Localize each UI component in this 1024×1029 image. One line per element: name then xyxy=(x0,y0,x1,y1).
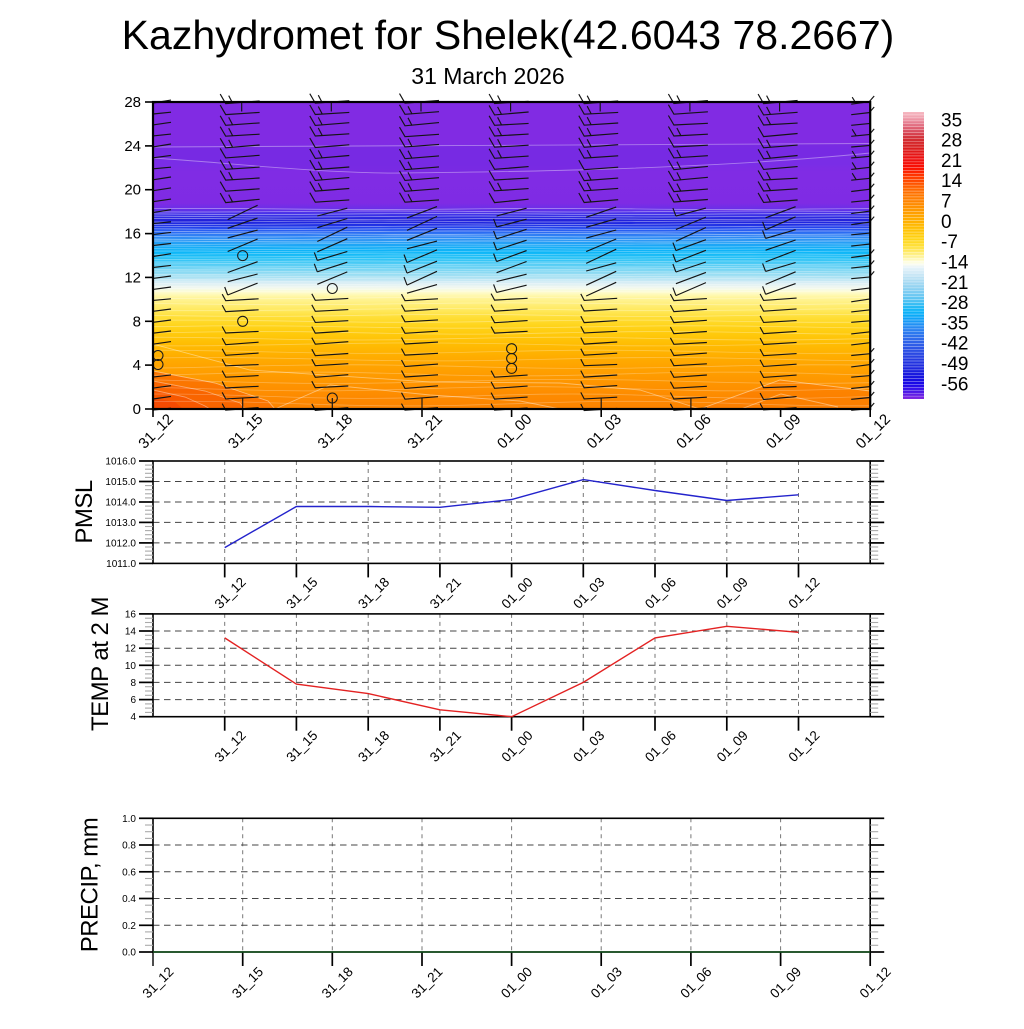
svg-text:1012.0: 1012.0 xyxy=(105,538,136,549)
svg-text:TEMP at 2 M: TEMP at 2 M xyxy=(87,597,114,731)
svg-text:24: 24 xyxy=(124,138,141,155)
svg-text:1015.0: 1015.0 xyxy=(105,477,136,488)
svg-text:0.8: 0.8 xyxy=(122,841,136,852)
svg-text:21: 21 xyxy=(941,151,962,172)
svg-text:6: 6 xyxy=(130,695,136,706)
svg-text:-49: -49 xyxy=(941,354,968,375)
svg-text:0.6: 0.6 xyxy=(122,867,136,878)
svg-text:1011.0: 1011.0 xyxy=(106,559,136,570)
svg-text:1014.0: 1014.0 xyxy=(105,498,136,509)
svg-text:4: 4 xyxy=(130,712,136,723)
svg-text:35: 35 xyxy=(941,110,962,131)
svg-text:-42: -42 xyxy=(941,334,968,355)
svg-text:10: 10 xyxy=(125,661,137,672)
svg-text:0.0: 0.0 xyxy=(122,948,136,959)
svg-text:-28: -28 xyxy=(941,293,968,314)
svg-text:PRECIP, mm: PRECIP, mm xyxy=(77,818,104,953)
svg-text:0: 0 xyxy=(941,212,952,233)
svg-text:4: 4 xyxy=(133,357,141,374)
svg-text:8: 8 xyxy=(130,678,136,689)
svg-text:14: 14 xyxy=(941,171,963,192)
svg-text:0.2: 0.2 xyxy=(122,921,136,932)
svg-text:0: 0 xyxy=(133,401,141,418)
svg-text:1013.0: 1013.0 xyxy=(105,518,136,529)
svg-text:Kazhydromet for Shelek(42.6043: Kazhydromet for Shelek(42.6043 78.2667) xyxy=(122,12,895,58)
svg-text:1016.0: 1016.0 xyxy=(105,457,136,468)
svg-text:16: 16 xyxy=(125,609,137,620)
svg-text:8: 8 xyxy=(133,313,141,330)
svg-text:-21: -21 xyxy=(941,273,968,294)
svg-text:1.0: 1.0 xyxy=(122,814,136,825)
svg-text:31 March 2026: 31 March 2026 xyxy=(411,63,564,89)
svg-text:14: 14 xyxy=(125,627,137,638)
svg-text:12: 12 xyxy=(125,644,137,655)
svg-text:-14: -14 xyxy=(941,253,969,274)
svg-text:20: 20 xyxy=(124,182,141,199)
svg-text:12: 12 xyxy=(124,269,141,286)
svg-text:0.4: 0.4 xyxy=(122,894,136,905)
svg-text:28: 28 xyxy=(941,131,962,152)
svg-text:7: 7 xyxy=(941,192,952,213)
svg-text:28: 28 xyxy=(124,94,141,111)
svg-text:16: 16 xyxy=(124,226,141,243)
svg-text:-35: -35 xyxy=(941,313,968,334)
svg-text:-7: -7 xyxy=(941,232,958,253)
svg-text:-56: -56 xyxy=(941,374,968,395)
svg-text:PMSL: PMSL xyxy=(71,480,98,544)
